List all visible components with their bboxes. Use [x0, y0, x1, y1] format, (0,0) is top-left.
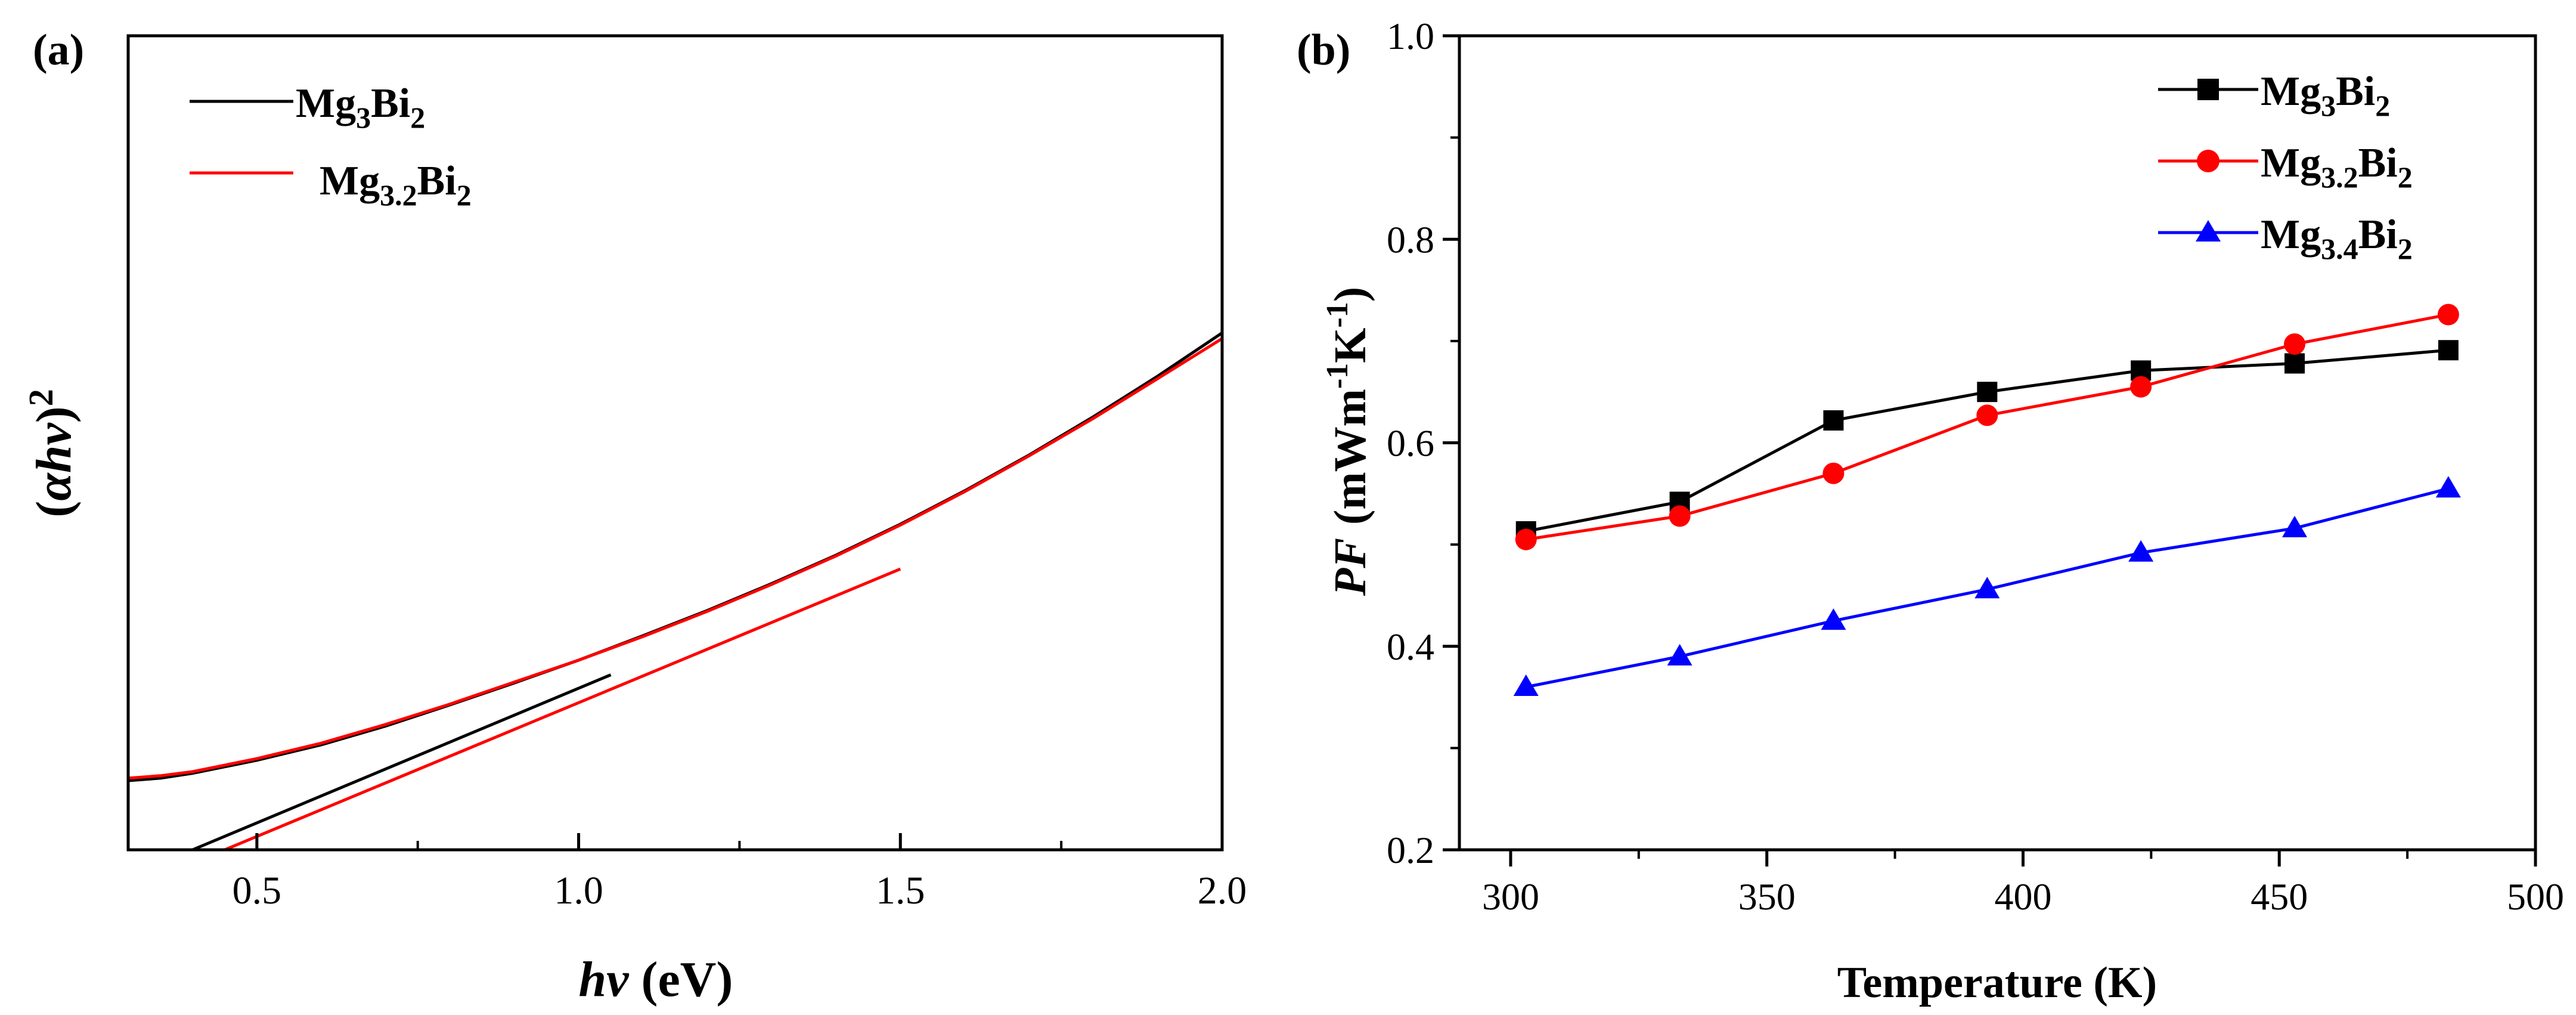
panel-a-label: (a): [33, 26, 84, 75]
legend-a-label-mg3bi2: Mg3Bi2: [296, 81, 425, 134]
data-point-mg3bi2-363: [1823, 410, 1844, 431]
x-tick-label-a-10: 1.0: [554, 869, 603, 912]
panel-b-xlabel: Temperature (K): [1837, 958, 2157, 1007]
data-point-mg32bi2-303: [1515, 528, 1537, 550]
data-point-mg34bi2-453: [2282, 515, 2308, 537]
y-tick-label-b-02: 0.2: [1387, 829, 1434, 871]
x-tick-label-a-20: 2.0: [1198, 869, 1247, 912]
y-tick-label-b-08: 0.8: [1387, 218, 1434, 261]
legend-a-label-mg32bi2: Mg3.2Bi2: [320, 158, 472, 212]
data-point-mg32bi2-423: [2130, 376, 2152, 398]
panel-a-legend: Mg3Bi2 Mg3.2Bi2: [190, 81, 472, 212]
data-point-mg32bi2-363: [1822, 462, 1845, 484]
panel-b: (b) 300 350 400 450 500 0.2 0.4 0.6 0.8 1.0 Mg3Bi…: [1297, 15, 2564, 1007]
legend-b-marker-mg32bi2: [2197, 150, 2219, 172]
panel-b-ylabel: PF(mWm-1K-1): [1320, 287, 1375, 596]
data-point-mg3bi2-393: [1977, 382, 1998, 403]
data-point-mg34bi2-333: [1667, 643, 1692, 666]
data-point-mg32bi2-483: [2437, 304, 2459, 326]
y-tick-label-b-06: 0.6: [1387, 422, 1434, 465]
x-tick-label-b-500: 500: [2507, 875, 2564, 918]
x-tick-label-b-300: 300: [1482, 875, 1539, 918]
panel-a-xlabel: hν (eV): [579, 952, 733, 1007]
data-point-mg34bi2-303: [1513, 674, 1539, 696]
legend-b-marker-mg3bi2: [2197, 79, 2219, 100]
data-point-mg32bi2-333: [1669, 505, 1691, 527]
series-line-a-mg32bi2: [128, 337, 1223, 780]
tangent-line-a-0: [191, 673, 612, 852]
panel-a: (a) 0.5 1.0 1.5 2.0 Mg3Bi2 Mg3.2Bi2 hν (eV)…: [21, 26, 1247, 1007]
legend-b-label-mg32bi2: Mg3.2Bi2: [2261, 140, 2413, 194]
x-tick-label-a-15: 1.5: [876, 869, 925, 912]
data-point-mg3bi2-483: [2438, 340, 2459, 361]
panel-b-legend: Mg3Bi2 Mg3.2Bi2 Mg3.4Bi2: [2158, 69, 2413, 265]
panel-b-plot-area: [1513, 304, 2461, 696]
data-point-mg34bi2-423: [2128, 540, 2154, 562]
data-point-mg34bi2-483: [2435, 476, 2461, 498]
data-point-mg34bi2-393: [1974, 577, 2000, 599]
data-point-mg3bi2-453: [2284, 353, 2305, 374]
panel-a-frame: [126, 34, 1224, 852]
panel-b-ticks: 300 350 400 450 500 0.2 0.4 0.6 0.8 1.0: [1387, 15, 2564, 918]
y-tick-label-b-04: 0.4: [1387, 626, 1434, 668]
x-tick-label-a-05: 0.5: [233, 869, 282, 912]
legend-b-label-mg3bi2: Mg3Bi2: [2261, 69, 2390, 122]
x-tick-label-b-450: 450: [2250, 875, 2308, 918]
panel-b-label: (b): [1297, 26, 1350, 75]
series-line-b-mg3bi2: [1526, 348, 2449, 533]
data-point-mg34bi2-363: [1821, 608, 1846, 630]
legend-b-label-mg34bi2: Mg3.4Bi2: [2261, 212, 2413, 265]
tangent-line-a-1: [224, 567, 901, 852]
series-line-a-mg3bi2: [128, 332, 1223, 782]
panel-a-ylabel: (αhν)2: [21, 389, 82, 517]
y-tick-label-b-1: 1.0: [1387, 15, 1434, 57]
data-point-mg32bi2-453: [2284, 333, 2306, 355]
panel-a-x-ticks: 0.5 1.0 1.5 2.0: [233, 833, 1247, 912]
panel-a-plot-area: [128, 332, 1223, 852]
legend-b-marker-mg34bi2: [2196, 220, 2221, 242]
data-point-mg32bi2-393: [1976, 404, 1998, 426]
x-tick-label-b-350: 350: [1738, 875, 1796, 918]
x-tick-label-b-400: 400: [1994, 875, 2051, 918]
